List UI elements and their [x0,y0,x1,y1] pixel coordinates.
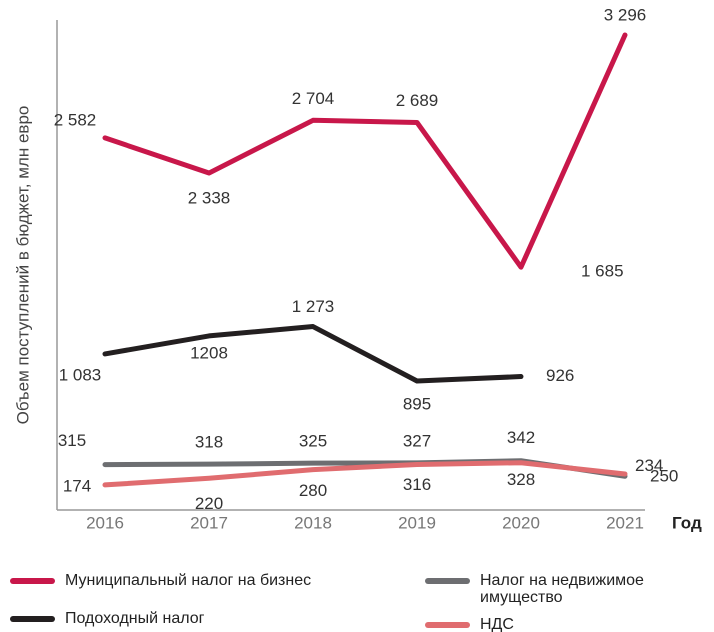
legend-swatch [10,578,55,584]
data-label: 2 704 [292,89,335,108]
y-axis-label: Объем поступлений в бюджет, млн евро [13,106,32,425]
data-label: 1 685 [581,262,624,281]
data-label: 280 [299,481,327,500]
data-label: 327 [403,431,431,450]
data-label: 342 [507,428,535,447]
legend-item: НДС [425,616,514,632]
data-label: 315 [58,431,86,450]
data-label: 2 338 [188,189,231,208]
x-axis-label: Год [672,513,702,532]
legend-item: Подоходный налог [10,610,205,627]
data-label: 1 083 [59,365,102,384]
data-label: 3 296 [604,5,647,24]
x-tick-label: 2017 [190,513,228,532]
series-line [102,460,628,488]
data-label: 318 [195,433,223,452]
series-line [102,32,628,270]
x-tick-label: 2016 [86,513,124,532]
data-label: 1 273 [292,297,335,316]
legend-swatch [425,578,470,584]
data-label: 325 [299,432,327,451]
x-tick-label: 2020 [502,513,540,532]
data-label: 1208 [190,343,228,362]
legend-swatch [10,616,55,622]
x-tick-label: 2021 [606,513,644,532]
data-label: 250 [650,466,678,485]
data-label: 2 689 [396,91,439,110]
data-label: 895 [403,394,431,413]
legend-label: Муниципальный налог на бизнес [65,572,312,589]
x-tick-label: 2019 [398,513,436,532]
data-label: 926 [546,366,574,385]
data-label: 234 [635,456,663,475]
data-label: 328 [507,470,535,489]
x-tick-label: 2018 [294,513,332,532]
data-label: 174 [63,476,91,495]
chart: Объем поступлений в бюджет, млн евро Год… [13,5,702,532]
legend-label: Налог на недвижимое имущество [480,572,644,606]
series-line [102,324,524,384]
legend-swatch [425,622,470,628]
legend-label: НДС [480,616,514,632]
legend-item: Муниципальный налог на бизнес [10,572,311,589]
legend-item: Налог на недвижимое имущество [425,572,685,606]
data-label: 220 [195,494,223,513]
data-label: 316 [403,475,431,494]
data-label: 2 582 [54,110,97,129]
legend-label: Подоходный налог [65,610,205,627]
